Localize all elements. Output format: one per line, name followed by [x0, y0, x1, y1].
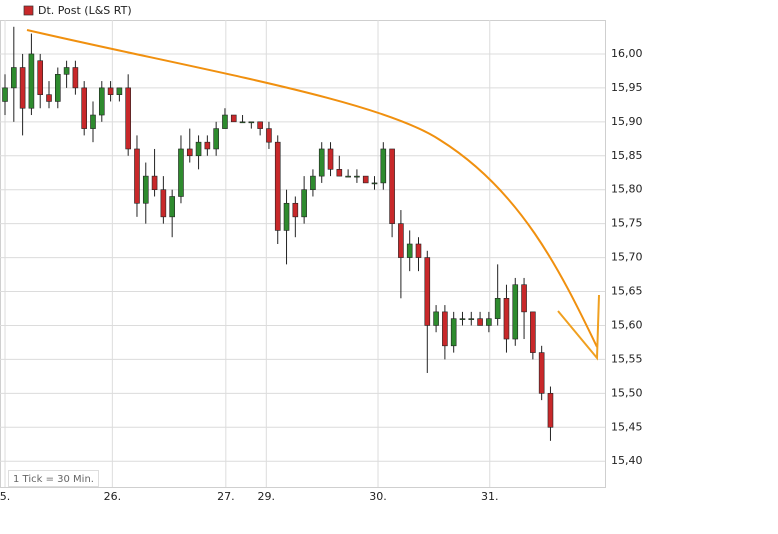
y-tick-label: 15,50: [611, 386, 643, 399]
candle-body: [81, 87, 87, 129]
note-box: [8, 470, 99, 487]
candle-body: [406, 243, 413, 258]
y-tick-label: 15,90: [611, 115, 643, 128]
candle-body: [160, 189, 167, 218]
candle-body: [547, 393, 554, 428]
x-tick-label: 27.: [217, 490, 235, 503]
candle-body: [362, 175, 369, 184]
legend-label: Dt. Post (L&S RT): [38, 4, 132, 17]
candle-body: [292, 202, 299, 218]
candle-body: [125, 87, 131, 150]
candle-body: [134, 148, 140, 204]
candle-body: [371, 182, 378, 185]
candle-body: [98, 87, 105, 116]
candle-body: [107, 87, 114, 95]
candle-body: [266, 128, 272, 143]
candle-body: [433, 311, 439, 326]
candle-body: [142, 175, 149, 204]
y-tick-label: 15,55: [611, 352, 643, 365]
candle-body: [222, 114, 228, 129]
candle-body: [318, 148, 325, 177]
candle-body: [213, 128, 219, 150]
y-tick-label: 15,75: [611, 217, 643, 230]
candle-body: [530, 311, 536, 353]
y-tick-label: 15,45: [611, 420, 643, 433]
candle-body: [310, 175, 316, 190]
candle-body: [230, 114, 237, 123]
candle-body: [503, 297, 510, 340]
x-tick-label: 29.: [258, 490, 276, 503]
candle-body: [257, 121, 263, 129]
candle-body: [345, 175, 351, 178]
candle-body: [248, 121, 255, 124]
candle-body: [389, 148, 395, 224]
candle-body: [2, 87, 8, 102]
y-tick-label: 16,00: [611, 47, 643, 60]
candle-body: [398, 223, 404, 258]
y-tick-label: 15,70: [611, 251, 643, 264]
legend-swatch: [23, 5, 34, 16]
x-tick-label: 30.: [369, 490, 387, 503]
candle-body: [186, 148, 193, 157]
candle-body: [37, 60, 44, 95]
trend-curve: [26, 29, 598, 348]
candle-body: [354, 175, 360, 178]
candle-body: [63, 67, 70, 75]
candle-body: [415, 243, 422, 258]
candle-body: [239, 121, 246, 124]
candle-body: [468, 318, 475, 320]
candle-body: [450, 318, 457, 347]
y-tick-label: 15,85: [611, 149, 643, 162]
y-tick-label: 15,60: [611, 318, 643, 331]
x-tick-label: 26.: [104, 490, 122, 503]
candle-body: [28, 53, 35, 109]
candle-body: [72, 67, 79, 89]
candle-body: [204, 141, 211, 150]
candle-body: [424, 257, 431, 326]
candle-body: [301, 189, 307, 218]
candle-body: [494, 297, 501, 319]
y-tick-label: 15,40: [611, 454, 643, 467]
candle-body: [116, 87, 123, 95]
candle-body: [283, 202, 290, 231]
candle-body: [195, 141, 202, 157]
y-tick-label: 15,65: [611, 285, 643, 298]
candle-body: [19, 67, 26, 109]
tick-note: 1 Tick = 30 Min.: [13, 474, 94, 485]
candle-body: [46, 94, 52, 102]
x-tick-label: 31.: [481, 490, 499, 503]
candle-body: [538, 352, 545, 394]
candle-body: [380, 148, 387, 184]
candle-body: [336, 169, 343, 177]
candle-body: [512, 284, 519, 340]
candle-body: [11, 67, 17, 89]
candle-body: [169, 196, 175, 218]
x-tick-label: 5.: [0, 490, 10, 503]
y-tick-label: 15,80: [611, 183, 643, 196]
candle-body: [54, 74, 61, 102]
candle-body: [151, 175, 158, 190]
candle-body: [442, 311, 448, 347]
candle-body: [327, 148, 334, 170]
candle-body: [178, 148, 184, 197]
trend-arrow: [557, 294, 600, 361]
candle-body: [486, 318, 492, 326]
plot-frame: [0, 20, 606, 488]
y-tick-label: 15,95: [611, 81, 643, 94]
candle-body: [459, 318, 466, 320]
candle-body: [274, 141, 281, 231]
candle-body: [477, 318, 483, 326]
candle-body: [90, 114, 96, 129]
candle-body: [521, 284, 527, 313]
